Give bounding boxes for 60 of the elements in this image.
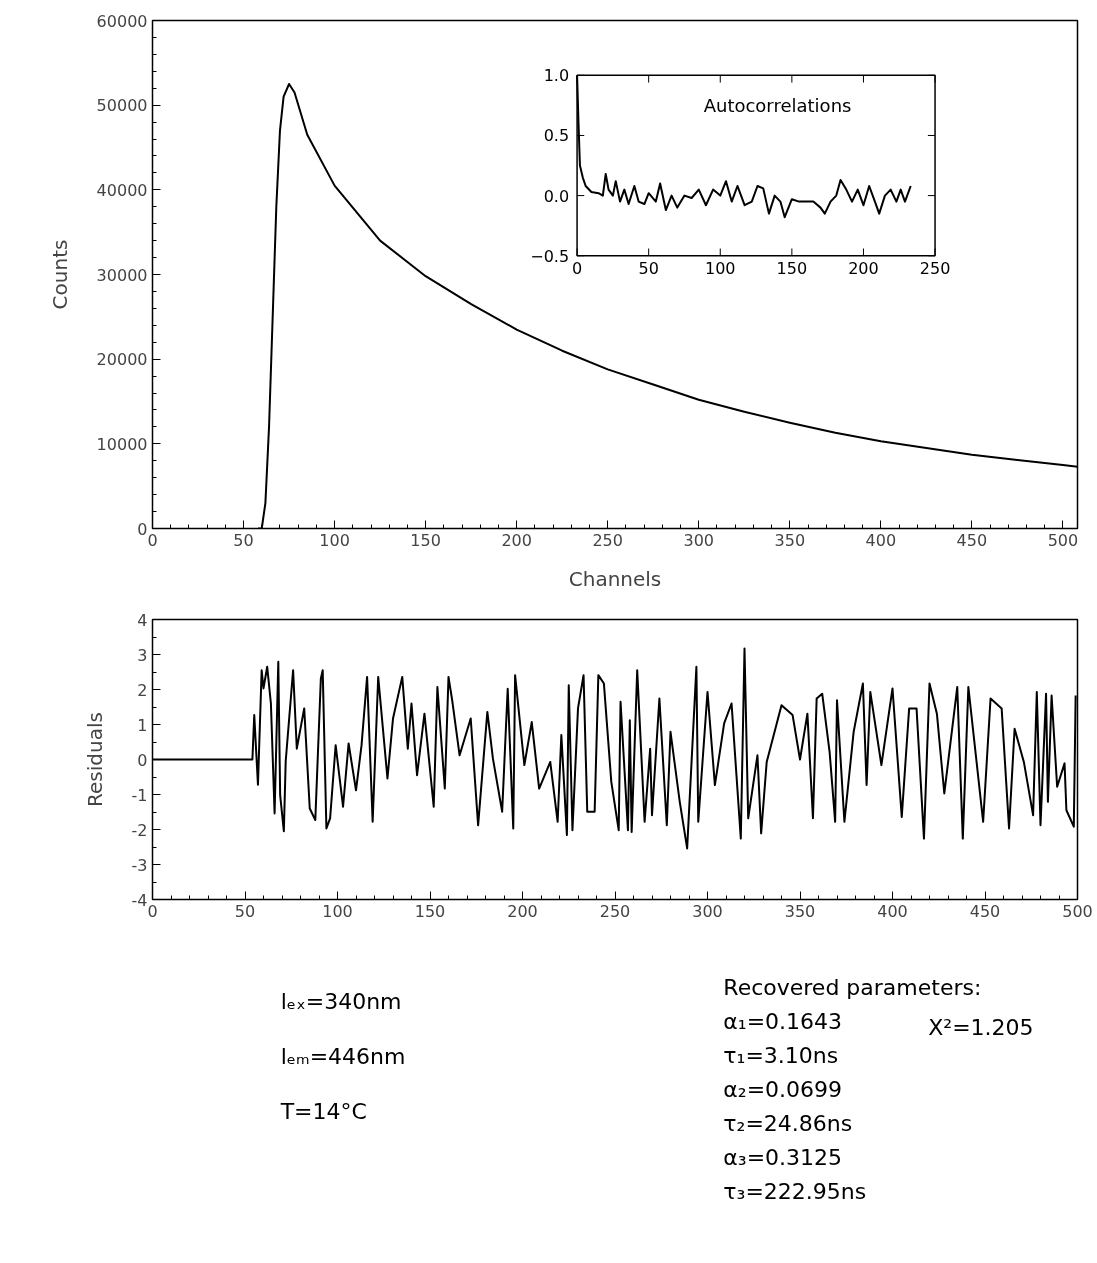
y-axis-title: Counts bbox=[47, 239, 72, 310]
x-tick-label: 200 bbox=[507, 901, 538, 921]
text: τ₂=24.86ns bbox=[723, 1111, 853, 1136]
y-tick-label: 0.5 bbox=[543, 126, 570, 146]
x-tick-label: 400 bbox=[865, 530, 897, 550]
text: τ₁=3.10ns bbox=[723, 1043, 839, 1068]
text: X²=1.205 bbox=[928, 1015, 1034, 1040]
text: α₁=0.1643 bbox=[723, 1009, 843, 1034]
y-tick-label: -4 bbox=[131, 890, 148, 910]
x-tick-label: 250 bbox=[592, 530, 623, 550]
x-tick-label: 150 bbox=[414, 901, 446, 921]
x-tick-label: 450 bbox=[969, 901, 1001, 921]
x-tick-label: 0 bbox=[571, 258, 583, 278]
x-tick-label: 100 bbox=[322, 901, 353, 921]
x-tick-label: 50 bbox=[638, 258, 659, 278]
x-tick-label: 400 bbox=[877, 901, 908, 921]
x-tick-label: 350 bbox=[784, 901, 816, 921]
x-tick-label: 250 bbox=[599, 901, 631, 921]
x-tick-label: 200 bbox=[501, 530, 532, 550]
y-tick-label: 2 bbox=[137, 680, 148, 700]
y-tick-label: 1 bbox=[137, 715, 148, 735]
x-tick-label: 50 bbox=[233, 530, 254, 550]
y-tick-label: 20000 bbox=[96, 350, 148, 370]
y-tick-label: −0.5 bbox=[530, 246, 570, 266]
y-tick-label: -1 bbox=[131, 785, 148, 805]
x-tick-label: 450 bbox=[956, 530, 988, 550]
text: α₂=0.0699 bbox=[723, 1077, 843, 1102]
x-axis-title: Channels bbox=[568, 566, 662, 591]
x-tick-label: 300 bbox=[683, 530, 715, 550]
text: Recovered parameters: bbox=[723, 975, 982, 1000]
y-tick-label: 40000 bbox=[96, 180, 148, 200]
text: Autocorrelations bbox=[703, 95, 852, 117]
y-tick-label: -3 bbox=[131, 855, 148, 875]
y-tick-label: 0.0 bbox=[543, 186, 570, 206]
x-tick-label: 500 bbox=[1047, 530, 1079, 550]
text: lₑₓ=340nm bbox=[280, 989, 402, 1014]
y-tick-label: 3 bbox=[137, 645, 148, 665]
y-tick-label: 1.0 bbox=[543, 66, 570, 86]
y-tick-label: 0 bbox=[137, 750, 148, 770]
y-tick-label: 60000 bbox=[96, 11, 148, 31]
x-tick-label: 100 bbox=[705, 258, 736, 278]
x-tick-label: 500 bbox=[1062, 901, 1093, 921]
y-tick-label: 4 bbox=[137, 610, 148, 630]
x-tick-label: 100 bbox=[319, 530, 350, 550]
text: T=14°C bbox=[279, 1099, 367, 1124]
x-tick-label: 300 bbox=[692, 901, 723, 921]
text: τ₃=222.95ns bbox=[723, 1179, 867, 1204]
y-axis-title: Residuals bbox=[82, 712, 107, 807]
x-tick-label: 200 bbox=[848, 258, 879, 278]
text: lₑₘ=446nm bbox=[280, 1044, 406, 1069]
x-tick-label: 250 bbox=[919, 258, 951, 278]
x-tick-label: 150 bbox=[776, 258, 808, 278]
y-tick-label: -2 bbox=[131, 820, 148, 840]
x-tick-label: 350 bbox=[774, 530, 806, 550]
x-tick-label: 150 bbox=[410, 530, 441, 550]
y-tick-label: 30000 bbox=[96, 265, 148, 285]
y-tick-label: 10000 bbox=[96, 434, 148, 454]
text: α₃=0.3125 bbox=[723, 1145, 843, 1170]
y-tick-label: 50000 bbox=[96, 96, 148, 116]
x-tick-label: 50 bbox=[234, 901, 256, 921]
